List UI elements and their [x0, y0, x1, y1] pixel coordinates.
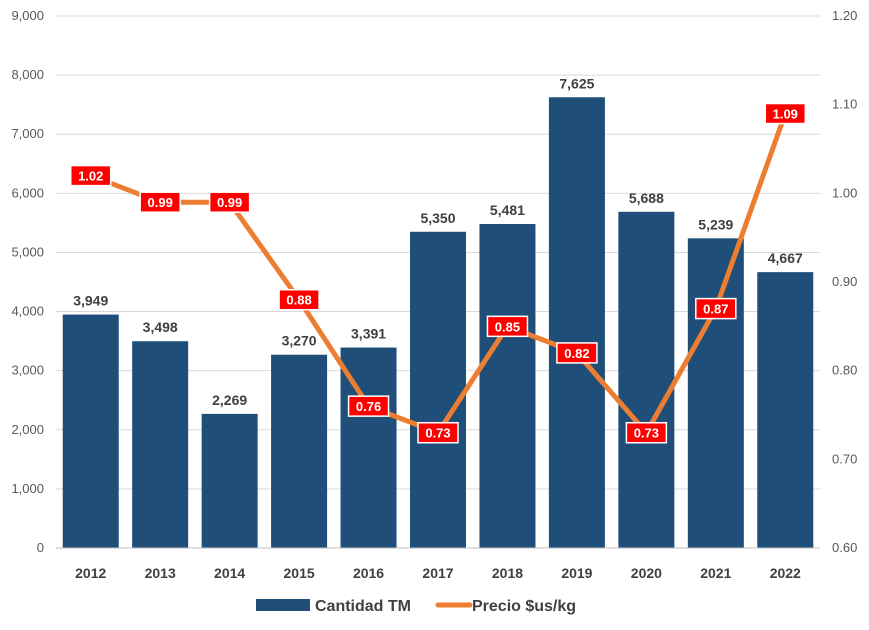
bar [132, 341, 189, 548]
x-tick-label: 2019 [561, 565, 592, 581]
legend-label-bar: Cantidad TM [315, 598, 411, 615]
point-value-label: 0.73 [634, 426, 659, 441]
point-label-box [208, 191, 251, 213]
point-value-label: 0.76 [356, 399, 381, 414]
bar [479, 224, 536, 548]
y-right-tick-label: 1.20 [832, 8, 857, 23]
bar [271, 354, 328, 548]
bar-value-label: 5,481 [490, 202, 525, 218]
x-tick-label: 2018 [492, 565, 523, 581]
y-left-tick-label: 4,000 [11, 304, 44, 319]
y-right-tick-label: 0.70 [832, 451, 857, 466]
bar-value-label: 3,949 [73, 293, 108, 309]
point-label-box [764, 102, 807, 125]
point-label-box [69, 164, 112, 187]
point-value-label: 1.09 [773, 107, 798, 122]
y-left-tick-label: 1,000 [11, 481, 44, 496]
y-right-tick-label: 0.80 [832, 363, 857, 378]
y-right-tick-label: 1.10 [832, 97, 857, 112]
y-left-tick-label: 3,000 [11, 363, 44, 378]
point-label-box [417, 421, 459, 444]
bar-value-label: 4,667 [768, 250, 803, 266]
bar [62, 314, 119, 548]
y-left-tick-label: 7,000 [11, 126, 44, 141]
x-tick-label: 2022 [770, 565, 801, 581]
point-label-box [278, 288, 320, 311]
x-tick-label: 2021 [700, 565, 731, 581]
bar-value-label: 3,391 [351, 326, 386, 342]
y-left-tick-label: 9,000 [11, 8, 44, 23]
point-value-label: 0.99 [217, 195, 242, 210]
bar-value-label: 3,270 [282, 333, 317, 349]
data-labels: 3,949 3,498 2,269 3,270 3,391 5,350 5,481 7,625… [69, 75, 807, 444]
x-tick-label: 2015 [284, 565, 315, 581]
bar-value-label: 5,688 [629, 190, 664, 206]
legend: Cantidad TM Precio $us/kg [256, 598, 576, 615]
x-tick-label: 2016 [353, 565, 384, 581]
bar [201, 413, 258, 548]
bar-value-label: 3,498 [143, 319, 178, 335]
point-label-box [347, 395, 390, 417]
bar-value-label: 7,625 [559, 75, 594, 91]
point-value-label: 0.73 [425, 426, 450, 441]
point-value-label: 0.88 [286, 293, 311, 308]
y-left-tick-label: 6,000 [11, 185, 44, 200]
bar [757, 272, 814, 548]
point-value-label: 1.02 [78, 169, 103, 184]
bar-series [62, 97, 814, 549]
bar-value-label: 5,350 [420, 210, 455, 226]
y-right-tick-label: 0.90 [832, 274, 857, 289]
bar [410, 231, 466, 548]
axes: 0 1,000 2,000 3,000 4,000 5,000 6,000 7,000 8,00… [11, 8, 857, 581]
y-left-tick-label: 8,000 [11, 67, 44, 82]
point-label-box [695, 297, 737, 320]
x-tick-label: 2017 [422, 565, 453, 581]
bar-value-label: 5,239 [698, 216, 733, 232]
y-left-tick-label: 2,000 [11, 422, 44, 437]
legend-label-line: Precio $us/kg [472, 598, 576, 615]
y-left-tick-label: 5,000 [11, 244, 44, 259]
point-label-box [556, 342, 598, 364]
x-tick-label: 2014 [214, 565, 245, 581]
bar [618, 211, 675, 548]
legend-swatch-bar [256, 599, 310, 611]
bar-value-label: 2,269 [212, 392, 247, 408]
point-value-label: 0.85 [495, 319, 520, 334]
point-label-box [139, 191, 181, 213]
point-label-box [486, 315, 529, 338]
x-tick-label: 2012 [75, 565, 106, 581]
y-right-tick-label: 1.00 [832, 185, 857, 200]
point-value-label: 0.99 [148, 195, 173, 210]
x-tick-label: 2020 [631, 565, 662, 581]
point-label-box [625, 421, 668, 444]
bar [548, 97, 605, 549]
bar [687, 238, 744, 548]
point-value-label: 0.82 [564, 346, 589, 361]
point-value-label: 0.87 [703, 302, 728, 317]
x-tick-label: 2013 [145, 565, 176, 581]
y-left-tick-label: 0 [37, 540, 44, 555]
y-right-tick-label: 0.60 [832, 540, 857, 555]
